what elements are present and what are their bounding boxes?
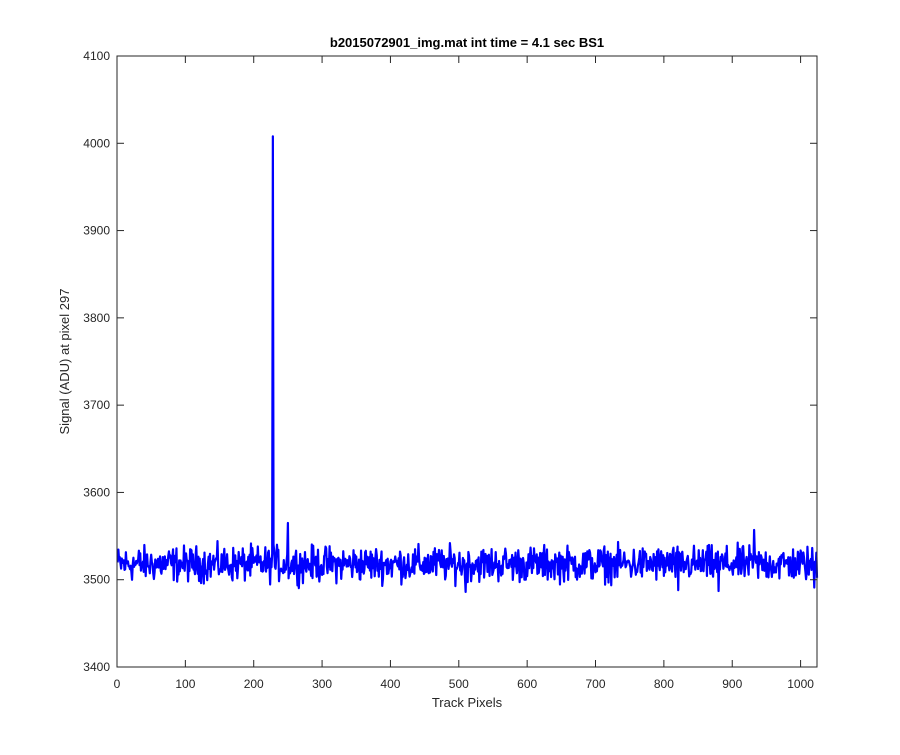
- x-tick-label: 0: [114, 677, 121, 691]
- y-axis-label: Signal (ADU) at pixel 297: [57, 289, 72, 435]
- x-tick-label: 500: [449, 677, 469, 691]
- x-tick-label: 400: [380, 677, 400, 691]
- x-tick-label: 100: [175, 677, 195, 691]
- x-tick-label: 900: [722, 677, 742, 691]
- y-tick-label: 3800: [83, 311, 110, 325]
- x-tick-label: 700: [586, 677, 606, 691]
- x-tick-label: 300: [312, 677, 332, 691]
- y-tick-label: 3400: [83, 660, 110, 674]
- x-tick-label: 600: [517, 677, 537, 691]
- y-tick-label: 3900: [83, 224, 110, 238]
- x-tick-label: 800: [654, 677, 674, 691]
- plot-area-frame: [116, 55, 818, 668]
- series-line: [116, 135, 819, 594]
- x-tick-label: 1000: [787, 677, 814, 691]
- y-tick-label: 4000: [83, 136, 110, 150]
- ticks-layer: 0 100 200 300 400 500 600 700 800 900 1000 3400 3500…: [83, 49, 817, 691]
- chart-title: b2015072901_img.mat int time = 4.1 sec B…: [330, 35, 604, 50]
- y-tick-label: 3600: [83, 485, 110, 499]
- x-tick-label: 200: [244, 677, 264, 691]
- y-tick-label: 4100: [83, 49, 110, 63]
- y-tick-label: 3700: [83, 398, 110, 412]
- y-tick-label: 3500: [83, 573, 110, 587]
- series-layer: [116, 135, 819, 594]
- x-axis-label: Track Pixels: [432, 695, 503, 710]
